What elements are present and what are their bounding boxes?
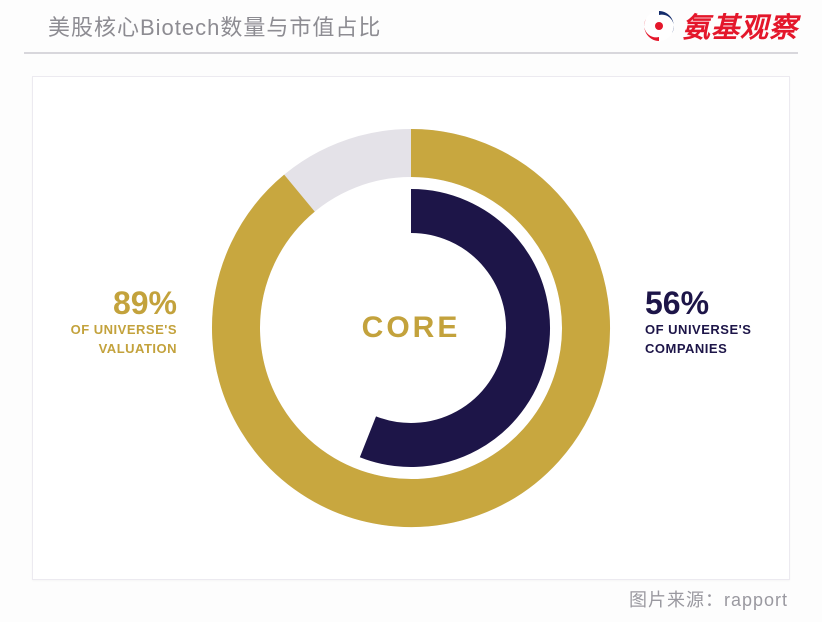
chart-area: CORE 89% OF UNIVERSE'S VALUATION 56% OF … [33,77,789,579]
label-companies: 56% OF UNIVERSE'S COMPANIES [645,287,751,357]
label-valuation: 89% OF UNIVERSE'S VALUATION [71,287,177,357]
valuation-sub2: VALUATION [71,342,177,357]
swirl-dot [655,22,663,30]
page-root: 美股核心Biotech数量与市值占比 氨基观察 [0,0,822,622]
center-label: CORE [362,311,461,345]
brand-name: 氨基观察 [682,6,798,46]
brand-swirl-icon [642,9,676,43]
valuation-percent: 89% [71,287,177,319]
image-source: 图片来源：rapport [629,586,788,612]
valuation-sub1: OF UNIVERSE'S [71,323,177,338]
brand-logo: 氨基观察 [642,6,798,46]
source-value: rapport [724,590,788,610]
header-bar: 美股核心Biotech数量与市值占比 氨基观察 [0,0,822,52]
chart-card: CORE 89% OF UNIVERSE'S VALUATION 56% OF … [32,76,790,580]
companies-sub2: COMPANIES [645,342,751,357]
source-label: 图片来源： [629,590,724,610]
page-title: 美股核心Biotech数量与市值占比 [48,10,381,42]
header-divider [24,52,798,54]
companies-percent: 56% [645,287,751,319]
companies-sub1: OF UNIVERSE'S [645,323,751,338]
